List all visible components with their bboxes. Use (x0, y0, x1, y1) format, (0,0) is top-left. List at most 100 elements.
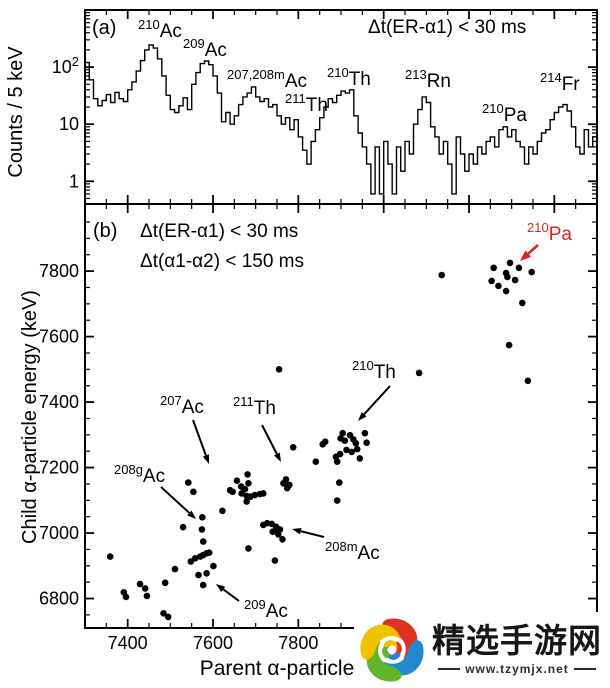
watermark-url-row: www.tzymjx.net (433, 662, 601, 676)
scatter-point (363, 439, 370, 447)
isotope-label: 207Ac (160, 393, 204, 418)
x-axis-label: Parent α-particle (200, 657, 355, 680)
scatter-point (275, 366, 283, 373)
scatter-point (195, 571, 202, 579)
scatter-point (488, 277, 495, 285)
scatter-point (319, 441, 327, 448)
panel-a-label: (a) (92, 17, 116, 39)
scatter-point (164, 613, 172, 621)
scatter-point (515, 264, 523, 272)
scatter-point (199, 538, 207, 545)
scatter-point (271, 557, 279, 564)
y-tick-label: 7200 (39, 458, 79, 478)
y-tick-label: 7400 (39, 392, 79, 412)
annotation-arrow (192, 419, 207, 456)
logo-core-red (392, 641, 402, 656)
y-tick-label: 1 (69, 171, 79, 191)
annotation-arrowhead (273, 452, 281, 462)
isotope-label: 210Ac (138, 17, 182, 42)
watermark-text: 精选手游网 www.tzymjx.net (432, 624, 602, 676)
x-tick-label: 7800 (278, 633, 318, 653)
scatter-point (233, 477, 241, 485)
scatter-point (160, 610, 167, 617)
y-tick-label: 102 (52, 54, 79, 77)
scatter-point (199, 581, 207, 589)
scatter-point (353, 445, 361, 453)
annotation-arrowhead (216, 584, 226, 592)
annotation-arrowhead (358, 412, 367, 421)
scatter-point (504, 273, 511, 281)
watermark-dash-right (573, 667, 596, 670)
annotation-arrow (160, 486, 191, 514)
panel-a-condition: Δt(ER-α1) < 30 ms (368, 17, 526, 38)
scatter-point (415, 369, 423, 377)
scatter-point (171, 565, 179, 573)
scatter-point (185, 479, 192, 486)
logo-core-blue (386, 650, 401, 660)
scatter-point (243, 498, 250, 505)
scatter-point (143, 592, 151, 600)
scatter-point (312, 458, 320, 466)
annotation-arrowhead (520, 250, 532, 261)
panel-a-ylabel: Counts / 5 keV (5, 46, 27, 178)
logo-core-yellow (383, 640, 398, 650)
scatter-point (519, 299, 526, 307)
scatter-point (122, 593, 130, 601)
watermark-dash-left (438, 667, 461, 670)
scatter-point (190, 488, 197, 496)
isotope-label: 207,208mAc (227, 67, 307, 92)
y-tick-label: 6800 (39, 589, 79, 609)
scatter-point (203, 570, 210, 577)
y-tick-label: 7000 (39, 523, 79, 543)
x-tick-label: 7400 (108, 633, 148, 653)
scatter-point (333, 497, 341, 504)
histogram-path (85, 44, 597, 195)
annotation-arrow (363, 385, 391, 416)
scatter-point (210, 562, 217, 570)
scatter-point (361, 429, 369, 437)
scatter-point (343, 446, 350, 454)
annotation-arrow (261, 424, 278, 455)
scatter-point (237, 483, 245, 490)
scatter-point (219, 507, 226, 515)
isotope-label: 211Th (285, 91, 328, 116)
scatter-point (245, 480, 252, 487)
isotope-label: 214Fr (540, 70, 580, 95)
watermark-site-name: 精选手游网 (432, 622, 602, 660)
annotation-arrowhead (292, 528, 302, 535)
scatter-point (276, 526, 284, 533)
scatter-point (333, 458, 341, 466)
scatter-point (275, 531, 282, 538)
annotation-arrow (300, 530, 325, 538)
annotation-arrow (222, 588, 240, 602)
isotope-label: 210Th (352, 358, 396, 383)
isotope-label: 209Ac (183, 36, 227, 61)
y-tick-label: 10 (59, 114, 79, 134)
scatter-point (339, 429, 347, 437)
scatter-point (511, 276, 519, 284)
scatter-point (251, 491, 259, 499)
scatter-point (286, 481, 293, 489)
watermark: 精选手游网 www.tzymjx.net (354, 612, 610, 688)
isotope-label: 208gAc (114, 462, 165, 487)
scatter-point (506, 259, 514, 267)
y-tick-label: 7600 (39, 327, 79, 347)
scatter-point (490, 264, 498, 272)
scatter-point (106, 553, 114, 560)
panel-b-condition-2: Δt(α1-α2) < 150 ms (140, 251, 304, 272)
isotope-label: 208mAc (325, 539, 380, 564)
scatter-point (260, 490, 267, 497)
logo-swirl-yellow (360, 624, 401, 660)
annotation-arrowhead (187, 510, 196, 519)
logo-swirl-blue (383, 640, 424, 676)
y-tick-label: 7800 (39, 261, 79, 281)
scatter-point (280, 480, 287, 487)
scatter-point (269, 528, 277, 535)
scatter-point (141, 585, 149, 592)
isotope-label: 209Ac (244, 597, 288, 622)
scatter-point (244, 471, 251, 478)
isotope-label: 210Th (327, 65, 371, 90)
panel-b-condition-1: Δt(ER-α1) < 30 ms (140, 221, 298, 242)
scatter-point (279, 536, 286, 543)
